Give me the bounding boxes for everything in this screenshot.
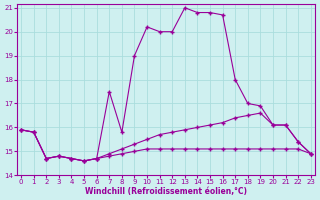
X-axis label: Windchill (Refroidissement éolien,°C): Windchill (Refroidissement éolien,°C) (85, 187, 247, 196)
